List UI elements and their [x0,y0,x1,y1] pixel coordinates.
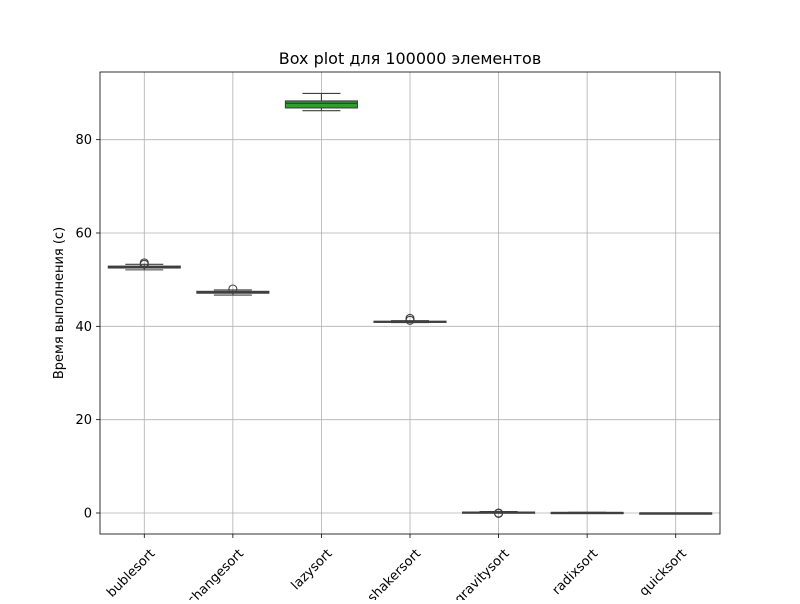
outlier-point [228,284,238,294]
box-radixsort [550,511,624,515]
box-shakersort [373,313,447,325]
box-gravitysort [462,508,536,519]
y-tick-label: 80 [75,133,92,148]
y-tick-label: 60 [75,227,92,242]
box-lazysort [284,92,358,112]
y-tick-label: 40 [75,320,92,335]
chart-title: Box plot для 100000 элементов [279,49,542,68]
box-changesort [196,284,270,296]
box-quicksort [639,512,713,515]
box-bublesort [107,258,181,271]
box-layer [107,92,713,519]
iqr-box [284,100,358,109]
y-tick-label: 20 [75,413,92,428]
outlier-point [139,259,149,269]
outlier-point [494,508,504,519]
y-axis-label: Время выполнения (с) [52,227,67,379]
y-tick-label: 0 [84,507,92,522]
outlier-point [405,313,415,323]
grid-layer [100,72,720,534]
